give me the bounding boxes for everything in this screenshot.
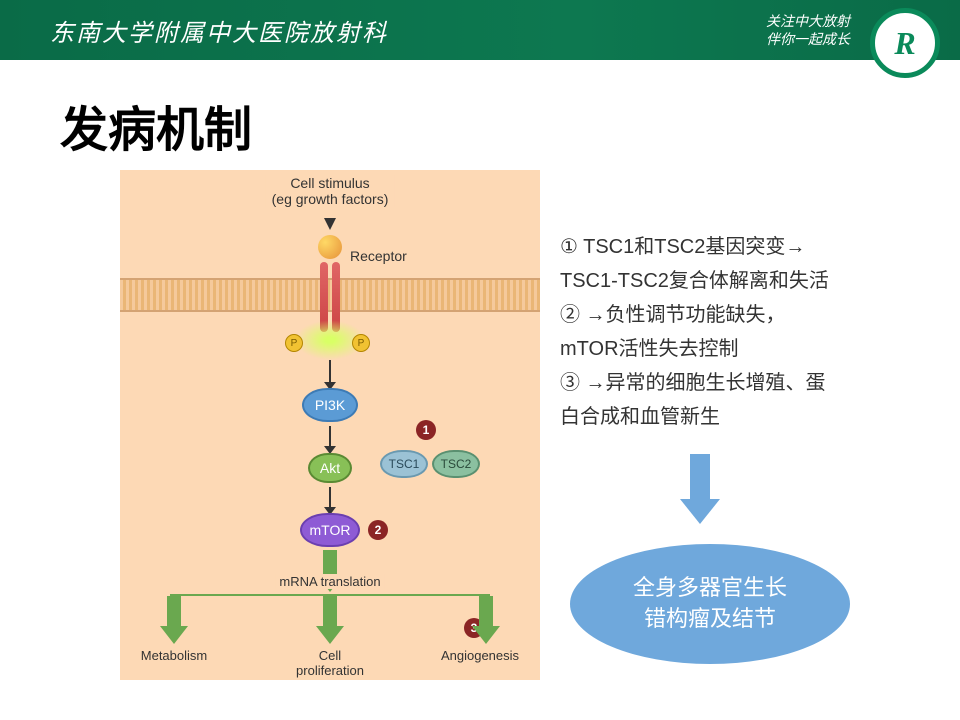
conclusion-arrow: [680, 454, 720, 524]
arrow-to-mtor: [329, 487, 331, 507]
wechat-icon: [630, 670, 658, 694]
slogan-line1: 关注中大放射: [766, 12, 850, 30]
output-metabolism: Metabolism: [124, 648, 224, 663]
mrna-label: mRNA translation: [275, 574, 384, 589]
watermark: 东南大学附属中大医院放射科: [630, 669, 900, 695]
node-mtor: mTOR: [300, 513, 360, 547]
slogan-line2: 伴你一起成长: [766, 30, 850, 48]
arrow-to-pi3k: [329, 360, 331, 382]
receptor-label: Receptor: [350, 248, 407, 264]
result-line2: 错构瘤及结节: [633, 604, 787, 635]
node-pi3k: PI3K: [302, 388, 358, 422]
badge-1: 1: [416, 420, 436, 440]
hospital-logo: R: [870, 8, 940, 78]
arrow-to-proliferation: [316, 596, 344, 644]
desc-line2: TSC1-TSC2复合体解离和失活: [560, 264, 890, 298]
result-bubble: 全身多器官生长 错构瘤及结节: [570, 544, 850, 664]
phosphate-right: P: [352, 334, 370, 352]
desc-line4: mTOR活性失去控制: [560, 332, 890, 366]
watermark-text: 东南大学附属中大医院放射科: [666, 669, 900, 695]
node-tsc2: TSC2: [432, 450, 480, 478]
arrow-to-metabolism: [160, 596, 188, 644]
content-area: Cell stimulus (eg growth factors) Recept…: [0, 170, 960, 680]
desc-line1: ① TSC1和TSC2基因突变→: [560, 230, 890, 264]
slogan: 关注中大放射 伴你一起成长: [766, 12, 850, 48]
desc-line5: ③ →异常的细胞生长增殖、蛋: [560, 366, 890, 400]
output-proliferation: Cell proliferation: [280, 648, 380, 678]
arrow-to-akt: [329, 426, 331, 446]
badge-2: 2: [368, 520, 388, 540]
desc-line6: 白合成和血管新生: [560, 400, 890, 434]
phosphate-left: P: [285, 334, 303, 352]
header-bar: 东南大学附属中大医院放射科 关注中大放射 伴你一起成长 R: [0, 0, 960, 60]
slide-title: 发病机制: [60, 90, 960, 160]
desc-line3: ② →负性调节功能缺失，: [560, 298, 890, 332]
result-line1: 全身多器官生长: [633, 573, 787, 604]
description-panel: ① TSC1和TSC2基因突变→ TSC1-TSC2复合体解离和失活 ② →负性…: [540, 170, 920, 680]
arrow-to-angiogenesis: [472, 596, 500, 644]
node-akt: Akt: [308, 453, 352, 483]
arrow-stimulus: [324, 218, 336, 230]
description-text: ① TSC1和TSC2基因突变→ TSC1-TSC2复合体解离和失活 ② →负性…: [560, 230, 890, 434]
node-tsc1: TSC1: [380, 450, 428, 478]
output-angiogenesis: Angiogenesis: [430, 648, 530, 663]
pathway-diagram: Cell stimulus (eg growth factors) Recept…: [120, 170, 540, 680]
stimulus-label: Cell stimulus (eg growth factors): [266, 175, 395, 207]
institution-name: 东南大学附属中大医院放射科: [50, 13, 388, 48]
logo-letter: R: [894, 25, 915, 62]
